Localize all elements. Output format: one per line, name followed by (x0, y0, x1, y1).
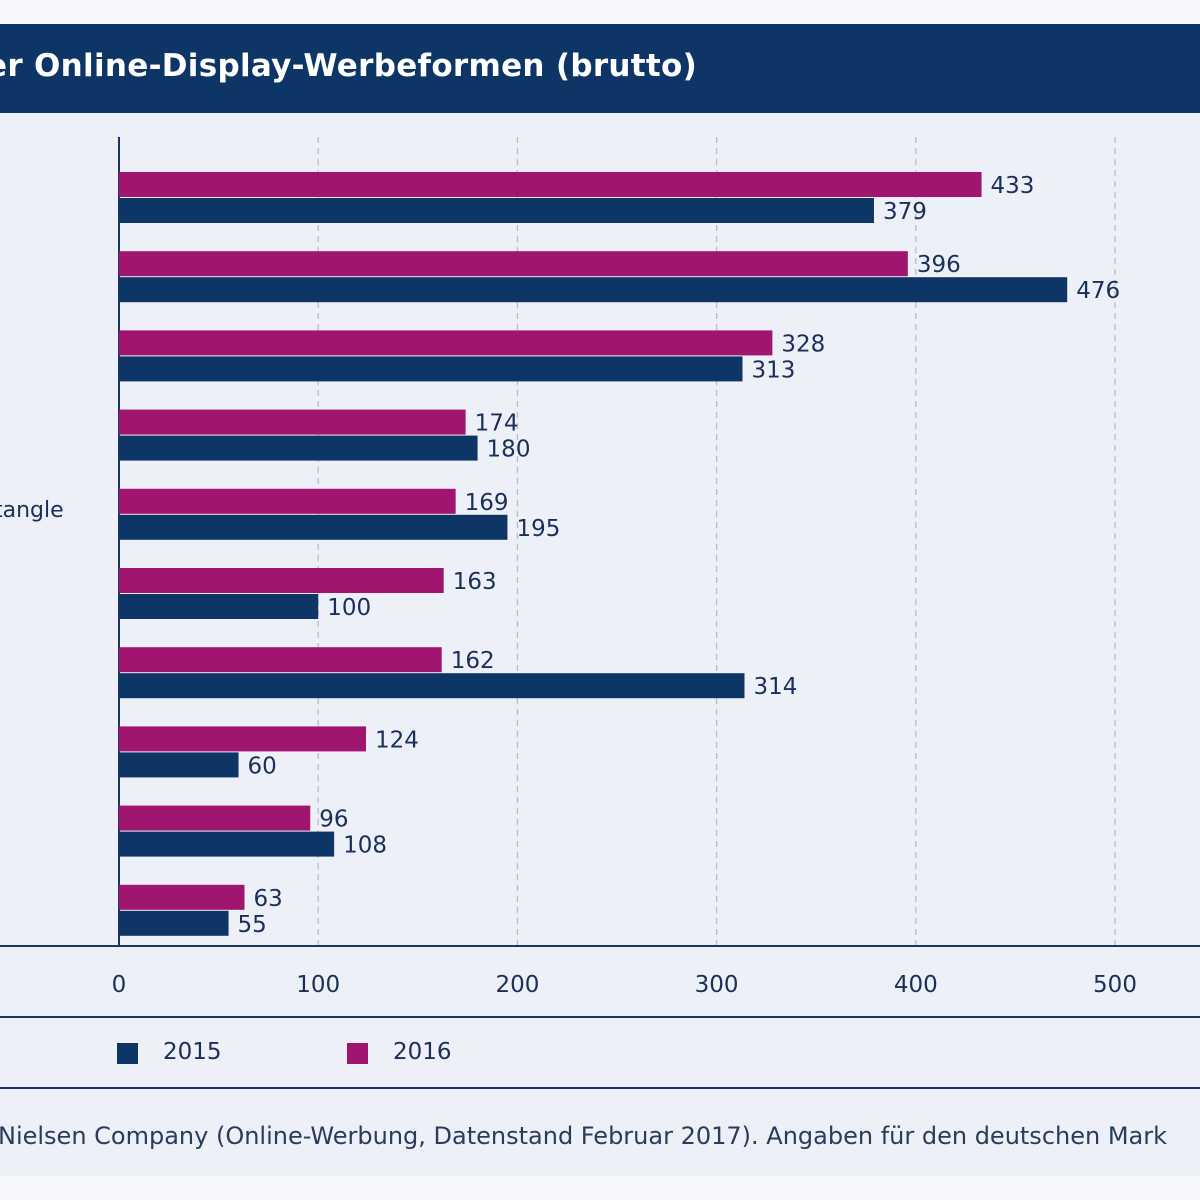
data-label-2015: 195 (516, 516, 560, 542)
bar-2015 (119, 514, 508, 540)
bar-2015 (119, 198, 874, 223)
legend-top-rule (0, 1016, 1200, 1018)
legend-swatch-2016 (347, 1043, 368, 1064)
data-label-2015: 180 (487, 437, 531, 463)
bar-2015 (119, 277, 1068, 303)
x-tick-label: 200 (495, 972, 539, 998)
title-bar (0, 24, 1200, 113)
x-tick-label: 0 (112, 972, 127, 998)
x-tick-label: 500 (1093, 972, 1137, 998)
bar-2016 (119, 330, 773, 356)
x-tick-label: 400 (894, 972, 938, 998)
legend-swatch-2015 (117, 1043, 138, 1064)
chart-title: er Online-Display-Werbeformen (brutto) (0, 48, 698, 84)
bar-2016 (119, 647, 442, 673)
data-label-2016: 396 (917, 252, 961, 278)
source-note: Nielsen Company (Online-Werbung, Datenst… (0, 1122, 1168, 1150)
data-label-2016: 163 (453, 569, 497, 595)
data-label-2016: 433 (991, 173, 1035, 199)
bar-2015 (119, 435, 478, 461)
bar-2015 (119, 356, 743, 382)
data-label-2015: 100 (327, 595, 371, 621)
bar-2015 (119, 752, 239, 778)
x-tick-label: 100 (296, 972, 340, 998)
bar-2016 (119, 251, 908, 277)
data-label-2015: 379 (883, 199, 927, 225)
data-label-2016: 162 (451, 648, 495, 674)
bar-2016 (119, 409, 466, 435)
bar-2016 (119, 488, 456, 514)
bar-2016 (119, 805, 311, 831)
bar-2016 (119, 172, 982, 197)
data-label-2015: 313 (751, 357, 795, 383)
data-label-2015: 55 (238, 912, 267, 938)
bar-2016 (119, 726, 367, 752)
data-label-2016: 124 (375, 727, 419, 753)
bar-2015 (119, 910, 229, 936)
data-label-2016: 63 (253, 886, 282, 912)
data-label-2015: 60 (248, 753, 277, 779)
legend-label-2015: 2015 (163, 1039, 222, 1065)
data-label-2015: 108 (343, 833, 387, 859)
legend-label-2016: 2016 (393, 1039, 452, 1065)
bar-2015 (119, 673, 745, 699)
data-label-2016: 96 (319, 807, 348, 833)
legend-bottom-rule (0, 1087, 1200, 1089)
data-label-2015: 476 (1076, 278, 1120, 304)
bar-2015 (119, 831, 335, 857)
bar-2016 (119, 884, 245, 910)
category-label-partial: tangle (0, 498, 64, 523)
data-label-2016: 328 (781, 331, 825, 357)
bar-2015 (119, 594, 319, 619)
data-label-2016: 174 (475, 411, 519, 437)
data-label-2016: 169 (465, 490, 509, 516)
x-tick-label: 300 (695, 972, 739, 998)
bar-2016 (119, 568, 444, 593)
data-label-2015: 314 (753, 674, 797, 700)
